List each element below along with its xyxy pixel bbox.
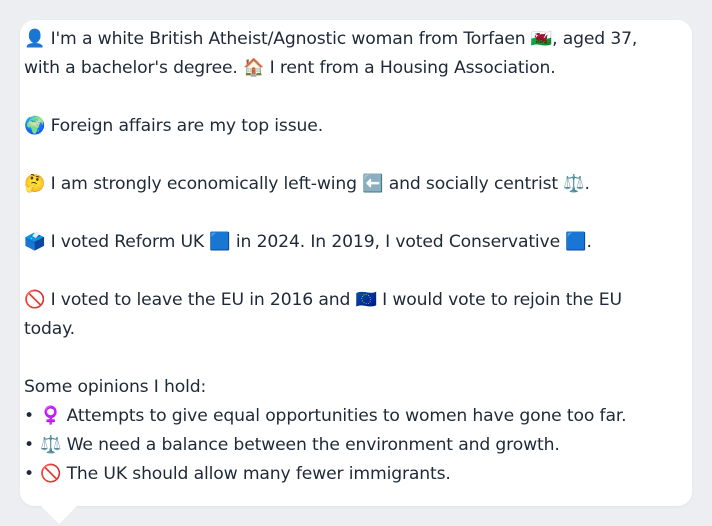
list-item: • ⚖️ We need a balance between the enviro… — [24, 431, 656, 460]
message-bubble-tail — [40, 505, 78, 524]
opinion-text: ⚖️ We need a balance between the environ… — [40, 435, 560, 455]
eu-paragraph: 🚫 I voted to leave the EU in 2016 and 🇪🇺… — [24, 290, 622, 339]
ideology-paragraph: 🤔 I am strongly economically left-wing ⬅… — [24, 174, 590, 194]
opinion-text: ♀️ Attempts to give equal opportunities … — [40, 406, 627, 426]
message-bubble — [20, 20, 692, 506]
opinion-text: 🚫 The UK should allow many fewer immigra… — [40, 464, 451, 484]
profile-text: 👤 I'm a white British Atheist/Agnostic w… — [24, 25, 656, 489]
bullet-icon: • — [24, 406, 34, 426]
list-item: • ♀️ Attempts to give equal opportunities… — [24, 402, 656, 431]
voting-paragraph: 🗳️ I voted Reform UK 🟦 in 2024. In 2019,… — [24, 232, 592, 252]
bullet-icon: • — [24, 435, 34, 455]
intro-paragraph: 👤 I'm a white British Atheist/Agnostic w… — [24, 29, 638, 78]
bullet-icon: • — [24, 464, 34, 484]
top-issue-paragraph: 🌍 Foreign affairs are my top issue. — [24, 116, 324, 136]
opinions-heading: Some opinions I hold: — [24, 377, 207, 397]
opinions-list: • ♀️ Attempts to give equal opportunities… — [24, 402, 656, 489]
list-item: • 🚫 The UK should allow many fewer immigr… — [24, 460, 656, 489]
